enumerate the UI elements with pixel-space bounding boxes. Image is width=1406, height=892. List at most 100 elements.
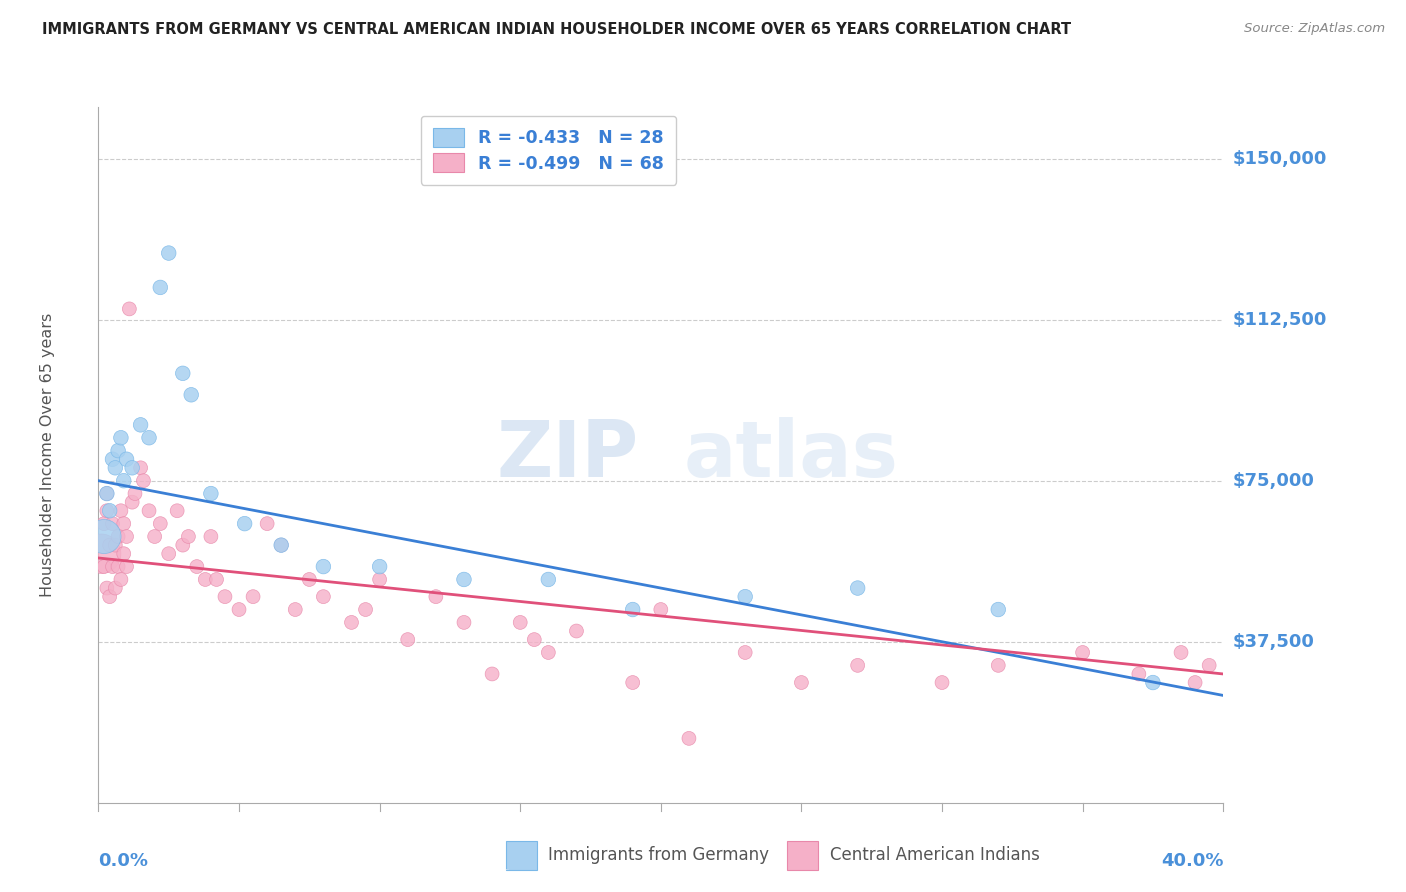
- Point: [987, 658, 1010, 673]
- Point: [172, 538, 194, 552]
- Point: [270, 538, 292, 552]
- Point: [157, 246, 180, 260]
- Point: [621, 602, 644, 616]
- Point: [104, 538, 127, 552]
- Point: [1128, 667, 1150, 681]
- Point: [112, 474, 135, 488]
- Text: 0.0%: 0.0%: [98, 852, 149, 870]
- Point: [256, 516, 278, 531]
- Point: [453, 615, 475, 630]
- Point: [368, 559, 391, 574]
- Point: [110, 504, 132, 518]
- Point: [93, 516, 115, 531]
- Point: [1170, 645, 1192, 659]
- Point: [138, 504, 160, 518]
- Point: [228, 602, 250, 616]
- Point: [138, 431, 160, 445]
- Point: [1142, 675, 1164, 690]
- Point: [523, 632, 546, 647]
- Point: [312, 590, 335, 604]
- Point: [96, 486, 118, 500]
- Point: [132, 474, 155, 488]
- Point: [200, 486, 222, 500]
- Point: [354, 602, 377, 616]
- Point: [96, 504, 118, 518]
- Point: [124, 486, 146, 500]
- Point: [98, 504, 121, 518]
- Text: IMMIGRANTS FROM GERMANY VS CENTRAL AMERICAN INDIAN HOUSEHOLDER INCOME OVER 65 YE: IMMIGRANTS FROM GERMANY VS CENTRAL AMERI…: [42, 22, 1071, 37]
- Point: [93, 559, 115, 574]
- Point: [987, 602, 1010, 616]
- Point: [270, 538, 292, 552]
- Point: [172, 367, 194, 381]
- Text: Central American Indians: Central American Indians: [830, 847, 1039, 864]
- Point: [186, 559, 208, 574]
- Text: Source: ZipAtlas.com: Source: ZipAtlas.com: [1244, 22, 1385, 36]
- Point: [112, 547, 135, 561]
- Point: [453, 573, 475, 587]
- Point: [565, 624, 588, 638]
- Point: [312, 559, 335, 574]
- Point: [93, 529, 115, 543]
- Point: [121, 495, 143, 509]
- Point: [734, 645, 756, 659]
- Point: [96, 581, 118, 595]
- Point: [734, 590, 756, 604]
- Point: [129, 417, 152, 432]
- Point: [180, 388, 202, 402]
- Text: atlas: atlas: [683, 417, 898, 493]
- Text: 40.0%: 40.0%: [1161, 852, 1223, 870]
- Point: [205, 573, 228, 587]
- Point: [621, 675, 644, 690]
- Point: [110, 573, 132, 587]
- Point: [790, 675, 813, 690]
- Point: [177, 529, 200, 543]
- Point: [931, 675, 953, 690]
- Point: [118, 301, 141, 316]
- Text: ZIP: ZIP: [496, 417, 638, 493]
- Point: [149, 516, 172, 531]
- Point: [396, 632, 419, 647]
- Point: [143, 529, 166, 543]
- Point: [1198, 658, 1220, 673]
- Point: [115, 529, 138, 543]
- Point: [509, 615, 531, 630]
- Point: [537, 645, 560, 659]
- Point: [242, 590, 264, 604]
- Point: [846, 581, 869, 595]
- Point: [121, 460, 143, 475]
- Point: [98, 590, 121, 604]
- Point: [846, 658, 869, 673]
- Point: [115, 559, 138, 574]
- Point: [1184, 675, 1206, 690]
- Point: [425, 590, 447, 604]
- Point: [98, 538, 121, 552]
- Point: [166, 504, 188, 518]
- Point: [90, 547, 112, 561]
- Point: [101, 452, 124, 467]
- Point: [200, 529, 222, 543]
- Text: $112,500: $112,500: [1233, 310, 1327, 328]
- Point: [107, 559, 129, 574]
- Text: $150,000: $150,000: [1233, 150, 1327, 168]
- Text: 0.0%: 0.0%: [506, 869, 509, 870]
- Point: [104, 581, 127, 595]
- Point: [96, 486, 118, 500]
- Point: [214, 590, 236, 604]
- Point: [157, 547, 180, 561]
- Point: [110, 431, 132, 445]
- Point: [149, 280, 172, 294]
- Point: [101, 559, 124, 574]
- Point: [129, 460, 152, 475]
- Point: [340, 615, 363, 630]
- Point: [101, 516, 124, 531]
- Text: Householder Income Over 65 years: Householder Income Over 65 years: [41, 313, 55, 597]
- Point: [481, 667, 503, 681]
- Point: [1071, 645, 1094, 659]
- Point: [194, 573, 217, 587]
- Point: [107, 529, 129, 543]
- Text: $75,000: $75,000: [1233, 472, 1315, 490]
- Point: [284, 602, 307, 616]
- Point: [537, 573, 560, 587]
- Point: [368, 573, 391, 587]
